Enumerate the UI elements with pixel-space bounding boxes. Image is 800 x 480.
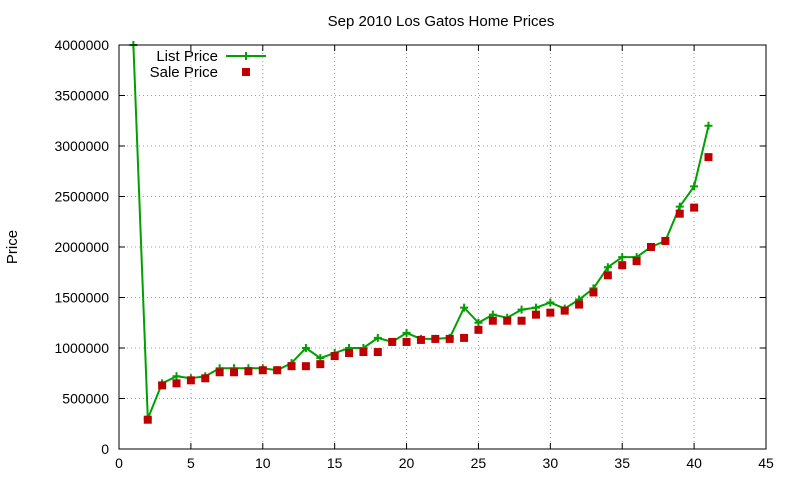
data-point-sale-price [546, 308, 555, 317]
data-point-sale-price [316, 360, 325, 369]
data-point-sale-price [603, 271, 612, 280]
x-tick-label: 20 [399, 455, 415, 471]
data-point-list-price [704, 121, 713, 130]
data-point-list-price [546, 298, 555, 307]
y-tick-label: 3500000 [54, 88, 109, 104]
data-point-sale-price [287, 362, 296, 371]
x-tick-label: 0 [115, 455, 123, 471]
data-point-sale-price [503, 316, 512, 325]
data-point-list-price [474, 318, 483, 327]
data-point-sale-price [488, 316, 497, 325]
x-tick-label: 35 [614, 455, 630, 471]
data-point-list-price [675, 202, 684, 211]
data-point-sale-price [460, 333, 469, 342]
x-tick-label: 45 [758, 455, 774, 471]
x-tick-label: 5 [187, 455, 195, 471]
data-point-list-price [460, 303, 469, 312]
y-tick-label: 500000 [62, 391, 109, 407]
data-point-sale-price [690, 203, 699, 212]
legend-label-list-price: List Price [156, 48, 218, 65]
data-point-list-price [618, 253, 627, 262]
x-tick-label: 40 [686, 455, 702, 471]
data-point-sale-price [474, 325, 483, 334]
data-point-sale-price [661, 236, 670, 245]
data-point-sale-price [560, 306, 569, 315]
data-point-sale-price [258, 366, 267, 375]
y-tick-label: 1500000 [54, 290, 109, 306]
data-point-sale-price [531, 310, 540, 319]
data-point-sale-price [143, 415, 152, 424]
axis-ticks: 0 5 10 15 20 25 30 35 40 45 0 500000 1000000 1500000 2… [54, 37, 774, 471]
data-point-sale-price [675, 209, 684, 218]
x-tick-label: 25 [471, 455, 487, 471]
series-layer [129, 41, 713, 424]
data-point-sale-price [172, 379, 181, 388]
y-tick-label: 2500000 [54, 189, 109, 205]
legend-marker-list-price [242, 52, 250, 60]
y-axis-label: Price [4, 230, 21, 264]
data-point-sale-price [186, 376, 195, 385]
legend-label-sale-price: Sale Price [150, 64, 218, 81]
data-point-sale-price [273, 366, 282, 375]
data-point-sale-price [431, 334, 440, 343]
data-point-sale-price [632, 257, 641, 266]
data-point-sale-price [388, 337, 397, 346]
data-point-list-price [373, 333, 382, 342]
legend-marker-sale-price [242, 68, 250, 76]
data-point-sale-price [575, 300, 584, 309]
y-tick-label: 1000000 [54, 340, 109, 356]
chart-title: Sep 2010 Los Gatos Home Prices [328, 13, 555, 30]
x-tick-label: 10 [255, 455, 271, 471]
data-point-sale-price [402, 337, 411, 346]
x-tick-label: 15 [327, 455, 343, 471]
data-point-sale-price [618, 261, 627, 270]
y-tick-label: 2000000 [54, 239, 109, 255]
y-tick-label: 4000000 [54, 37, 109, 53]
data-point-list-price [402, 328, 411, 337]
data-point-sale-price [230, 368, 239, 377]
data-point-list-price [301, 344, 310, 352]
data-point-sale-price [646, 243, 655, 251]
data-point-sale-price [201, 374, 210, 383]
data-point-sale-price [416, 335, 425, 344]
data-point-sale-price [589, 288, 598, 297]
data-point-sale-price [330, 352, 339, 361]
legend: List Price Sale Price [150, 48, 266, 81]
data-point-sale-price [301, 362, 310, 371]
plot-frame [118, 44, 767, 450]
data-point-sale-price [359, 348, 368, 357]
y-tick-label: 3000000 [54, 138, 109, 154]
data-point-list-price [172, 372, 181, 381]
grid [119, 45, 766, 449]
x-tick-label: 30 [543, 455, 559, 471]
data-point-sale-price [215, 368, 224, 377]
data-point-list-price [531, 303, 540, 312]
data-point-sale-price [158, 381, 167, 390]
data-point-sale-price [517, 316, 526, 325]
data-point-sale-price [244, 367, 253, 376]
data-point-sale-price [373, 348, 382, 357]
data-point-sale-price [345, 349, 354, 358]
data-point-list-price [517, 305, 526, 314]
data-point-sale-price [704, 153, 713, 162]
data-point-list-price [603, 263, 612, 272]
y-tick-label: 0 [101, 441, 109, 457]
data-point-sale-price [445, 334, 454, 343]
data-point-list-price [690, 182, 699, 191]
